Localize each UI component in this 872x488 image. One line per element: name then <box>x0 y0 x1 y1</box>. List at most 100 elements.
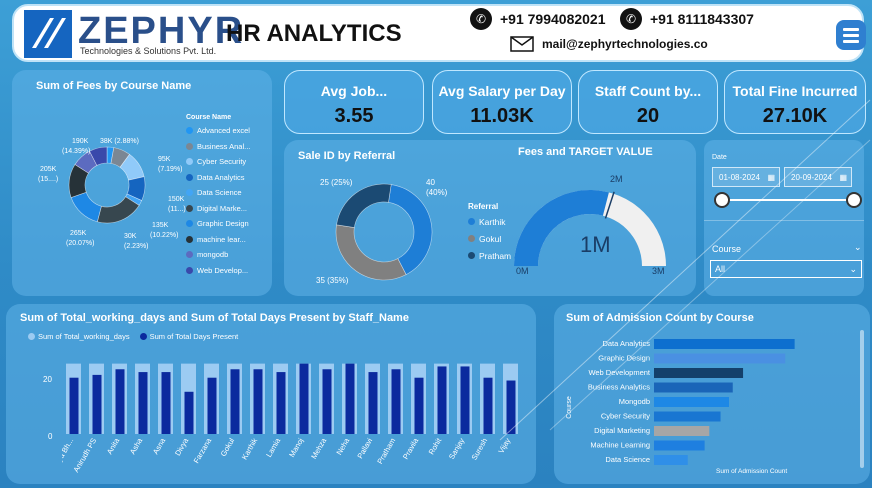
gauge-target-marker <box>604 191 615 219</box>
legend-swatch <box>186 158 193 166</box>
staff-name-tick: Pravila <box>401 436 421 461</box>
legend-swatch <box>186 189 193 197</box>
fees-slice[interactable] <box>70 191 102 223</box>
course-tick: Business Analytics <box>588 383 650 392</box>
legend-swatch <box>468 218 475 225</box>
staff-name-tick: Pallavi <box>355 436 374 460</box>
fees-legend-item[interactable]: machine lear... <box>186 232 250 248</box>
days-present-bar[interactable] <box>115 369 125 434</box>
admission-bar[interactable] <box>654 426 710 436</box>
fees-legend-item[interactable]: mongodb <box>186 247 250 263</box>
days-present-bar[interactable] <box>437 366 447 434</box>
admission-bar[interactable] <box>654 411 721 422</box>
admission-bar[interactable] <box>654 397 729 407</box>
legend-swatch <box>186 142 193 150</box>
legend-label: machine lear... <box>197 234 246 244</box>
days-present-bar[interactable] <box>138 372 148 434</box>
days-present-bar[interactable] <box>391 369 401 434</box>
legend-label: Data Analytics <box>197 172 245 182</box>
date-to-input[interactable]: 20-09-2024 ▦ <box>784 167 852 187</box>
days-present-bar[interactable] <box>207 377 217 434</box>
phone-2: ✆ +91 8111843307 <box>620 8 754 30</box>
days-present-bar[interactable] <box>161 372 171 434</box>
fees-legend-item[interactable]: Digital Marke... <box>186 201 250 217</box>
days-present-bar[interactable] <box>69 377 79 434</box>
zephyr-logo-icon <box>24 10 72 58</box>
date-from-input[interactable]: 01-08-2024 ▦ <box>712 167 780 187</box>
phone-icon: ✆ <box>620 8 642 30</box>
days-present-bar[interactable] <box>322 369 332 434</box>
legend-label: Web Develop... <box>197 265 249 275</box>
referral-slice[interactable] <box>336 183 392 228</box>
staff-name-tick: Gokul <box>219 436 237 458</box>
days-present-bar[interactable] <box>345 363 355 434</box>
days-present-bar[interactable] <box>483 377 493 434</box>
referral-legend-item[interactable]: Karthik <box>468 213 511 230</box>
course-tick: Machine Learning <box>590 441 650 450</box>
days-present-bar[interactable] <box>506 380 516 434</box>
vertical-scrollbar[interactable] <box>860 330 864 468</box>
admission-chart-title: Sum of Admission Count by Course <box>566 312 754 324</box>
date-slider-end-handle[interactable] <box>846 192 862 208</box>
admission-bar[interactable] <box>654 455 688 465</box>
days-present-bar[interactable] <box>92 374 102 434</box>
legend-label: Digital Marke... <box>197 203 248 213</box>
staff-name-tick: Asha <box>128 436 145 456</box>
days-present-bar[interactable] <box>368 372 378 434</box>
admission-bar[interactable] <box>654 339 795 349</box>
calendar-icon: ▦ <box>767 172 775 182</box>
legend-label: Business Anal... <box>197 141 251 151</box>
fees-legend-item[interactable]: Graphic Design <box>186 216 250 232</box>
legend-swatch <box>186 204 193 212</box>
days-chart-title: Sum of Total_working_days and Sum of Tot… <box>20 312 409 324</box>
filter-panel: Date 01-08-2024 ▦ 20-09-2024 ▦ Course ⌄ … <box>704 140 864 296</box>
course-tick: Mongodb <box>619 397 650 406</box>
referral-legend-item[interactable]: Gokul <box>468 230 511 247</box>
days-present-bar[interactable] <box>414 377 424 434</box>
admission-bar[interactable] <box>654 440 705 451</box>
brand-subtitle: Technologies & Solutions Pvt. Ltd. <box>80 46 217 56</box>
legend-swatch <box>468 235 475 242</box>
fees-legend-item[interactable]: Cyber Security <box>186 154 250 170</box>
staff-name-tick: Anita <box>105 436 122 456</box>
legend-label: Karthik <box>479 216 506 227</box>
menu-button[interactable] <box>836 20 866 50</box>
kpi-total-fine: Total Fine Incurred 27.10K <box>724 70 866 134</box>
referral-slice[interactable] <box>335 224 407 281</box>
fees-slice[interactable] <box>89 146 108 166</box>
course-select[interactable]: All ⌄ <box>710 260 862 278</box>
days-present-bar[interactable] <box>230 369 240 434</box>
fees-legend-item[interactable]: Web Develop... <box>186 263 250 279</box>
page-title: HR ANALYTICS <box>226 20 402 47</box>
admission-bar[interactable] <box>654 382 733 393</box>
staff-name-tick: Sanjay <box>447 436 466 461</box>
fees-legend-item[interactable]: Data Analytics <box>186 170 250 186</box>
staff-name-tick: Rohit <box>427 436 444 456</box>
fees-legend: Course Name Advanced excel Business Anal.… <box>186 114 250 278</box>
referral-gauge-card: Sale ID by Referral 40 (40%) 25 (25%) 35… <box>284 140 696 296</box>
date-slider-track[interactable] <box>722 199 852 201</box>
referral-legend-item[interactable]: Pratham <box>468 247 511 264</box>
legend-swatch <box>186 220 193 228</box>
admission-bar[interactable] <box>654 368 744 378</box>
days-legend: Sum of Total_working_days Sum of Total D… <box>28 332 238 341</box>
fees-legend-item[interactable]: Data Science <box>186 185 250 201</box>
days-present-bar[interactable] <box>184 391 194 434</box>
days-present-bar[interactable] <box>460 366 470 434</box>
fees-legend-item[interactable]: Advanced excel <box>186 123 250 139</box>
date-slider-start-handle[interactable] <box>714 192 730 208</box>
legend-label: Advanced excel <box>197 126 250 136</box>
course-tick: Cyber Security <box>601 412 650 421</box>
days-present-bar[interactable] <box>253 369 263 434</box>
fees-target-gauge <box>514 190 666 266</box>
days-present-bar[interactable] <box>276 372 286 434</box>
gauge-value: 1M <box>580 232 611 257</box>
staff-name-tick: Vijay <box>496 436 512 455</box>
staff-name-tick: Mehza <box>309 436 328 461</box>
referral-legend: Referral Karthik Gokul Pratham <box>468 202 511 264</box>
kpi-avg-salary: Avg Salary per Day 11.03K <box>432 70 572 134</box>
fees-legend-item[interactable]: Business Anal... <box>186 139 250 155</box>
days-present-bar[interactable] <box>299 363 309 434</box>
staff-name-tick: Pratham <box>375 437 397 466</box>
admission-bar[interactable] <box>654 353 786 364</box>
